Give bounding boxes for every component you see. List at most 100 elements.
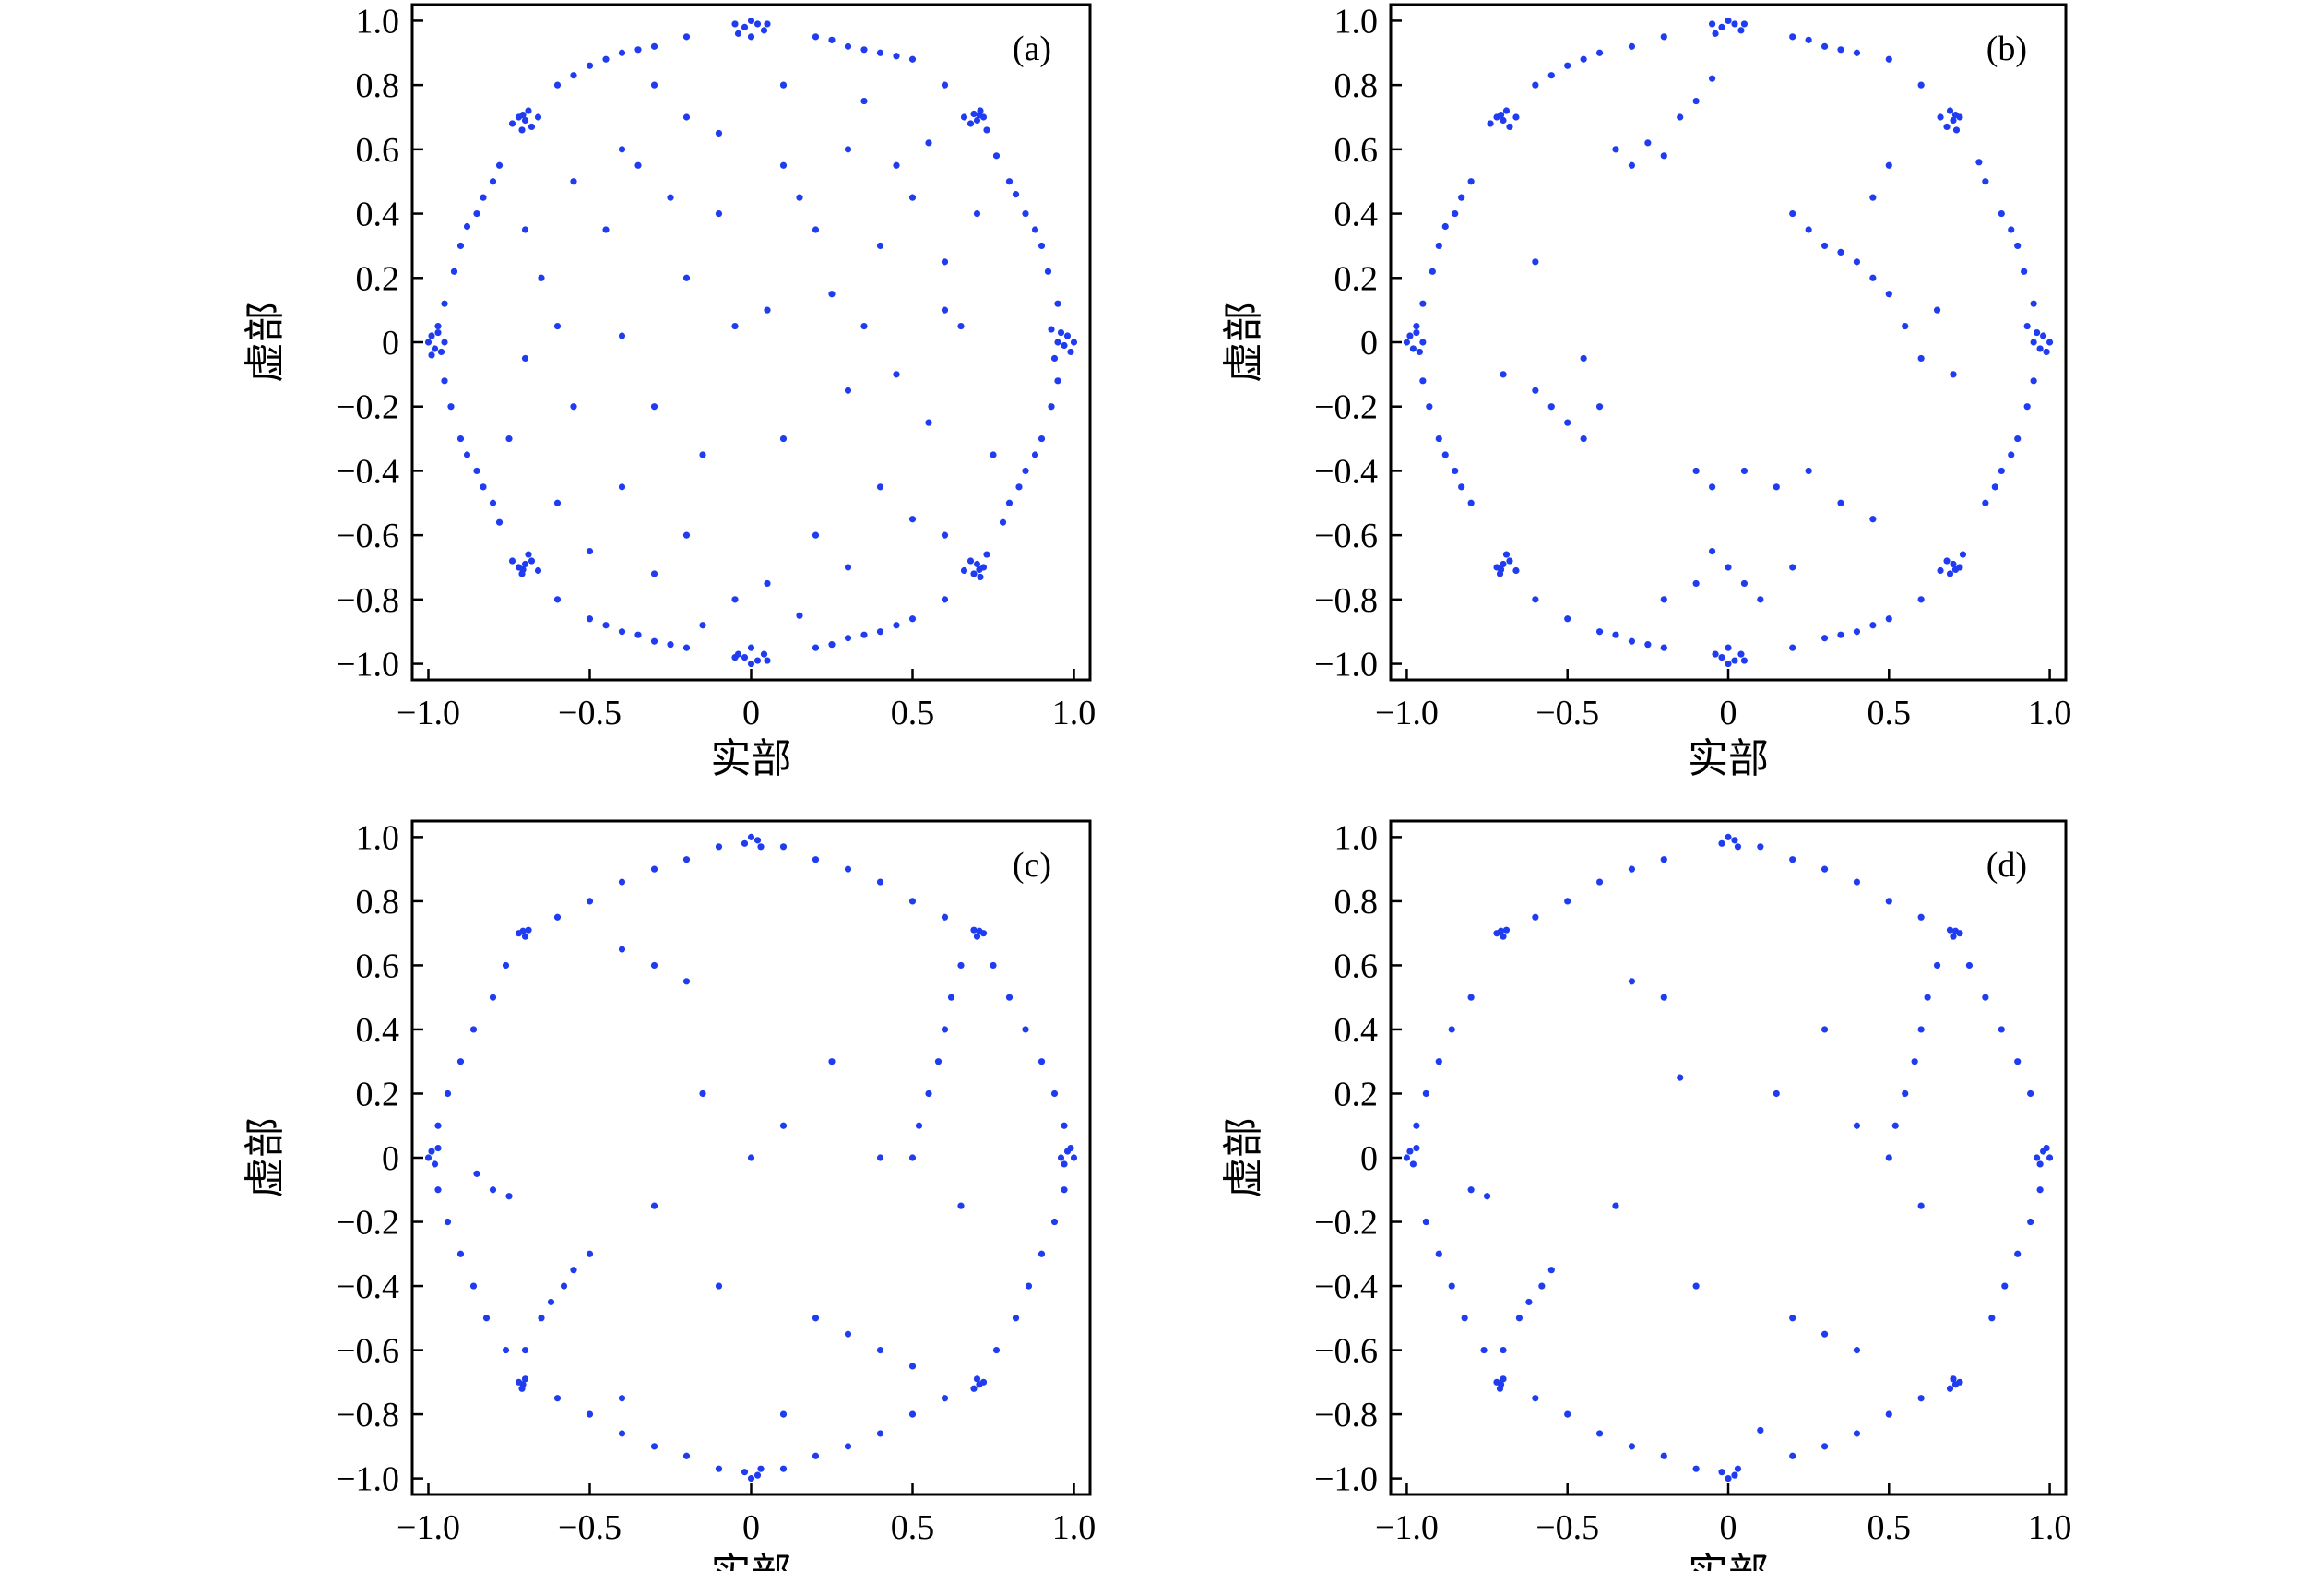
y-tick-label: 0.8 [356, 66, 400, 105]
x-tick-label: 0 [742, 1508, 760, 1547]
chart-panel: −1.0 −0.5 0 0.5 1.0 1.0 0.8 0.6 0.4 0.2 0 −0.2 −0.4 −… [1221, 2, 2071, 781]
data-point [1725, 660, 1732, 668]
data-point [1950, 116, 1957, 125]
data-point [979, 1378, 988, 1386]
data-point [1515, 1315, 1524, 1322]
data-point [2043, 348, 2050, 356]
data-point [1805, 36, 1812, 43]
data-point [970, 926, 978, 934]
data-point [1493, 113, 1500, 121]
data-point [1820, 242, 1829, 250]
data-point [1885, 161, 1892, 169]
data-point [2023, 322, 2031, 330]
data-point [990, 451, 997, 458]
data-point [908, 55, 917, 63]
data-point [1458, 483, 1465, 491]
data-point [480, 194, 487, 201]
data-point [1789, 209, 1796, 218]
data-point [1628, 1443, 1636, 1450]
data-point [1740, 579, 1749, 588]
y-axis-title: 虚部 [1221, 302, 1266, 383]
data-point [1467, 994, 1475, 1001]
data-point [747, 1154, 755, 1161]
data-point [747, 644, 755, 651]
y-tick-label: 0.8 [1334, 66, 1379, 105]
data-point [1959, 551, 1967, 558]
data-point [667, 641, 674, 649]
data-point [1734, 1465, 1742, 1472]
data-point [1054, 377, 1061, 385]
data-point [1512, 566, 1520, 575]
data-point [941, 258, 949, 266]
data-point [941, 596, 949, 603]
data-point [602, 622, 610, 629]
data-point [1943, 123, 1951, 131]
data-point [450, 268, 458, 275]
data-point [434, 322, 442, 330]
data-point [553, 81, 562, 89]
data-point [1547, 403, 1555, 411]
data-point [2045, 339, 2054, 346]
data-point [650, 42, 658, 50]
data-point [979, 564, 988, 571]
data-point [715, 1465, 723, 1472]
data-point [2008, 451, 2015, 458]
data-point [1933, 961, 1941, 970]
data-point [570, 178, 577, 185]
data-point [977, 107, 984, 114]
data-point [1725, 17, 1732, 25]
data-point [495, 161, 504, 169]
data-point [1061, 1160, 1068, 1168]
data-point [844, 1330, 852, 1338]
y-axis-title: 虚部 [1221, 1117, 1266, 1198]
data-point [1731, 837, 1738, 844]
data-point [521, 1346, 529, 1354]
data-point [779, 843, 788, 851]
data-point [1660, 856, 1667, 863]
data-point [534, 566, 542, 575]
data-point [983, 126, 990, 134]
data-point [1708, 547, 1716, 555]
data-point [973, 116, 981, 125]
data-point [1789, 1315, 1796, 1322]
data-point [983, 551, 990, 558]
data-point [1692, 1282, 1700, 1290]
data-point [1757, 843, 1764, 851]
data-point [715, 209, 723, 218]
data-point [1403, 339, 1411, 346]
data-point [1467, 178, 1475, 185]
data-point [1429, 268, 1436, 275]
x-tick-label: 1.0 [1052, 694, 1097, 732]
data-point [1538, 1282, 1546, 1290]
data-point [893, 622, 900, 629]
data-point [908, 1363, 917, 1370]
data-point [1837, 499, 1844, 506]
data-point [1426, 403, 1433, 411]
data-point [1692, 1465, 1700, 1472]
data-point [1005, 499, 1014, 506]
data-point [860, 46, 868, 54]
y-tick-label: −0.8 [336, 581, 399, 620]
data-point [525, 107, 532, 114]
data-point [1731, 20, 1738, 28]
y-tick-label: 0.8 [1334, 883, 1379, 922]
data-point [734, 30, 742, 37]
y-tick-label: −0.4 [1314, 1268, 1378, 1306]
data-point [699, 622, 706, 629]
data-point [489, 1186, 497, 1194]
data-point [521, 560, 529, 568]
y-tick-label: −1.0 [336, 1460, 399, 1499]
data-point [1054, 300, 1061, 307]
data-point [1837, 46, 1844, 54]
data-point [469, 1026, 478, 1033]
data-point [434, 1122, 442, 1129]
data-point [828, 641, 836, 649]
data-point [1943, 557, 1951, 565]
data-point [1677, 113, 1684, 121]
plot-frame [410, 3, 1092, 682]
data-point [812, 856, 820, 863]
data-point [1853, 258, 1861, 266]
x-tick-label: −1.0 [1375, 694, 1439, 732]
data-point [1731, 657, 1738, 664]
data-point [973, 209, 981, 218]
